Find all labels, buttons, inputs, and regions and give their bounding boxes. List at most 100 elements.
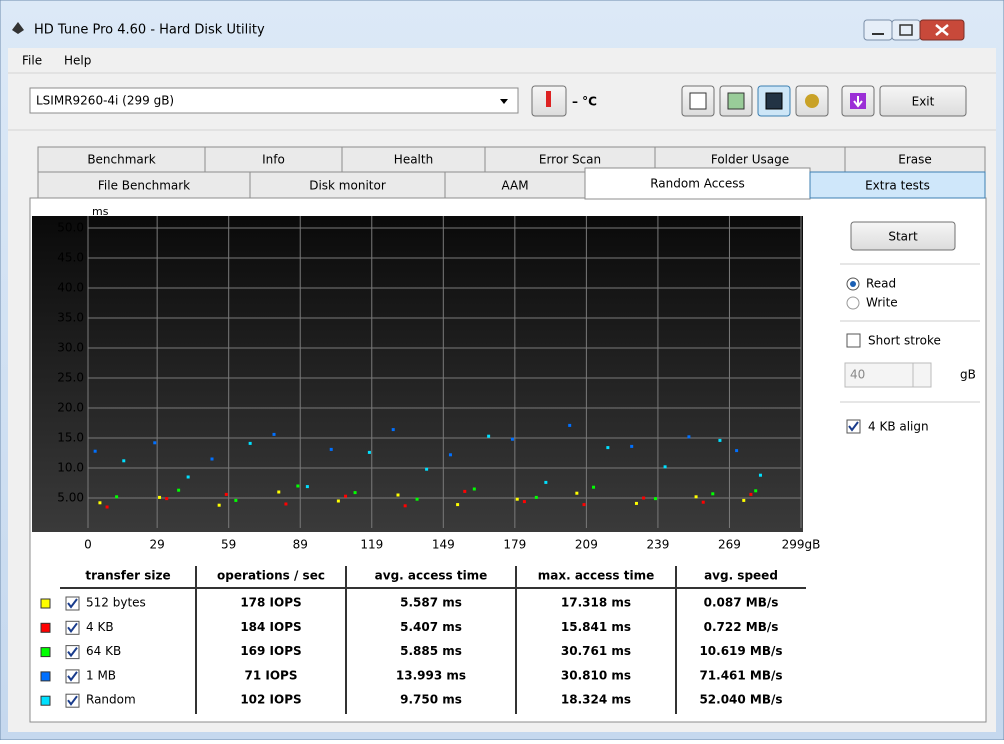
data-point [534,495,538,499]
app-icon [12,22,24,34]
data-point [329,447,333,451]
data-point [487,434,491,438]
tab[interactable] [37,171,251,199]
table-cell: 169 IOPS [240,644,301,658]
start-label: Start [888,230,918,244]
menu-item[interactable]: File [22,54,42,68]
column-header: max. access time [538,569,655,583]
maximize-icon [899,24,913,36]
x-tick-label: 149 [432,538,455,552]
legend-swatch [40,598,51,609]
x-tick-label: 29 [150,538,165,552]
data-point [510,437,514,441]
tab[interactable] [249,171,446,199]
tab-label: File Benchmark [98,179,190,193]
tab-label: Folder Usage [711,153,789,167]
temperature-value: – °C [572,95,597,109]
icon [689,92,707,110]
data-point [158,495,162,499]
tab[interactable] [809,171,986,199]
table-cell: 102 IOPS [240,693,301,707]
data-point [642,496,646,500]
drive-select[interactable] [29,87,519,114]
check-mark [848,421,859,432]
data-point [456,503,460,507]
icon [727,92,745,110]
table-cell: 0.087 MB/s [704,596,779,610]
column-header: operations / sec [217,569,325,583]
start-button[interactable] [850,221,956,251]
menu-item[interactable]: Help [64,54,91,68]
tab-label: Health [394,153,433,167]
data-point [711,492,715,496]
data-point [742,498,746,502]
table-cell: 71.461 MB/s [699,668,782,682]
table-cell: 15.841 ms [561,620,631,634]
table-cell: 184 IOPS [240,620,301,634]
tab[interactable] [37,146,206,173]
maximize-button[interactable] [891,19,921,41]
exit-button[interactable] [879,85,967,117]
table-cell: 178 IOPS [240,596,301,610]
data-point [217,503,221,507]
tab[interactable] [444,171,586,199]
short-stroke-label: Short stroke [868,334,941,348]
data-point [749,492,753,496]
x-tick-label: 0 [84,538,92,552]
data-point [472,487,476,491]
data-point [654,497,658,501]
y-tick-label: 20.0 [57,401,84,415]
data-point [403,504,407,508]
tabs: Benchmark Info Health Error Scan Folder Usag… [37,146,986,200]
data-point [687,435,691,439]
chart: 5.00 10.0 15.0 20.0 25.0 30.0 35.0 40.0 45.0 50.0… [57,216,820,552]
tab-label: AAM [501,179,528,193]
data-point [634,501,638,505]
x-tick-label: 269 [718,538,741,552]
dropdown-arrow [500,99,508,104]
data-point [575,491,579,495]
data-point [153,441,157,445]
table-cell: 30.761 ms [561,644,631,658]
minimize-button[interactable] [863,19,893,41]
data-point [758,473,762,477]
legend-label: 512 bytes [86,596,146,610]
y-tick-label: 45.0 [57,251,84,265]
data-point [234,498,238,502]
y-tick-label: 25.0 [57,371,84,385]
tab-label: Random Access [650,177,745,191]
close-icon [935,24,949,36]
check-mark [67,647,78,658]
check-mark [67,695,78,706]
tab-label: Extra tests [865,179,930,193]
drive-select-text: LSIMR9260-4i (299 gB) [36,94,174,108]
y-axis-label: ms [92,205,109,218]
data-point [582,503,586,507]
data-point [93,449,97,453]
data-point [701,500,705,504]
tab[interactable] [204,146,343,173]
data-point [98,501,102,505]
table-cell: 5.407 ms [400,620,462,634]
data-point [277,490,281,494]
short-stroke-checkbox[interactable] [846,333,861,348]
data-point [115,495,119,499]
data-point [391,428,395,432]
write-radio[interactable] [846,296,860,310]
table-cell: 9.750 ms [400,693,462,707]
legend-swatch [40,647,51,658]
table-cell: 30.810 ms [561,668,631,682]
thermometer-icon [546,91,551,107]
data-point [396,493,400,497]
legend-label: 64 KB [86,644,121,658]
legend-label: 1 MB [86,668,116,682]
data-point [272,432,276,436]
exit-label: Exit [912,95,935,109]
y-tick-label: 10.0 [57,461,84,475]
radio-dot [850,281,856,287]
tab-label: Info [262,153,285,167]
toolbar-buttons [681,85,875,117]
x-tick-label: 209 [575,538,598,552]
data-point [177,488,181,492]
stroke-size-input[interactable] [844,362,932,388]
